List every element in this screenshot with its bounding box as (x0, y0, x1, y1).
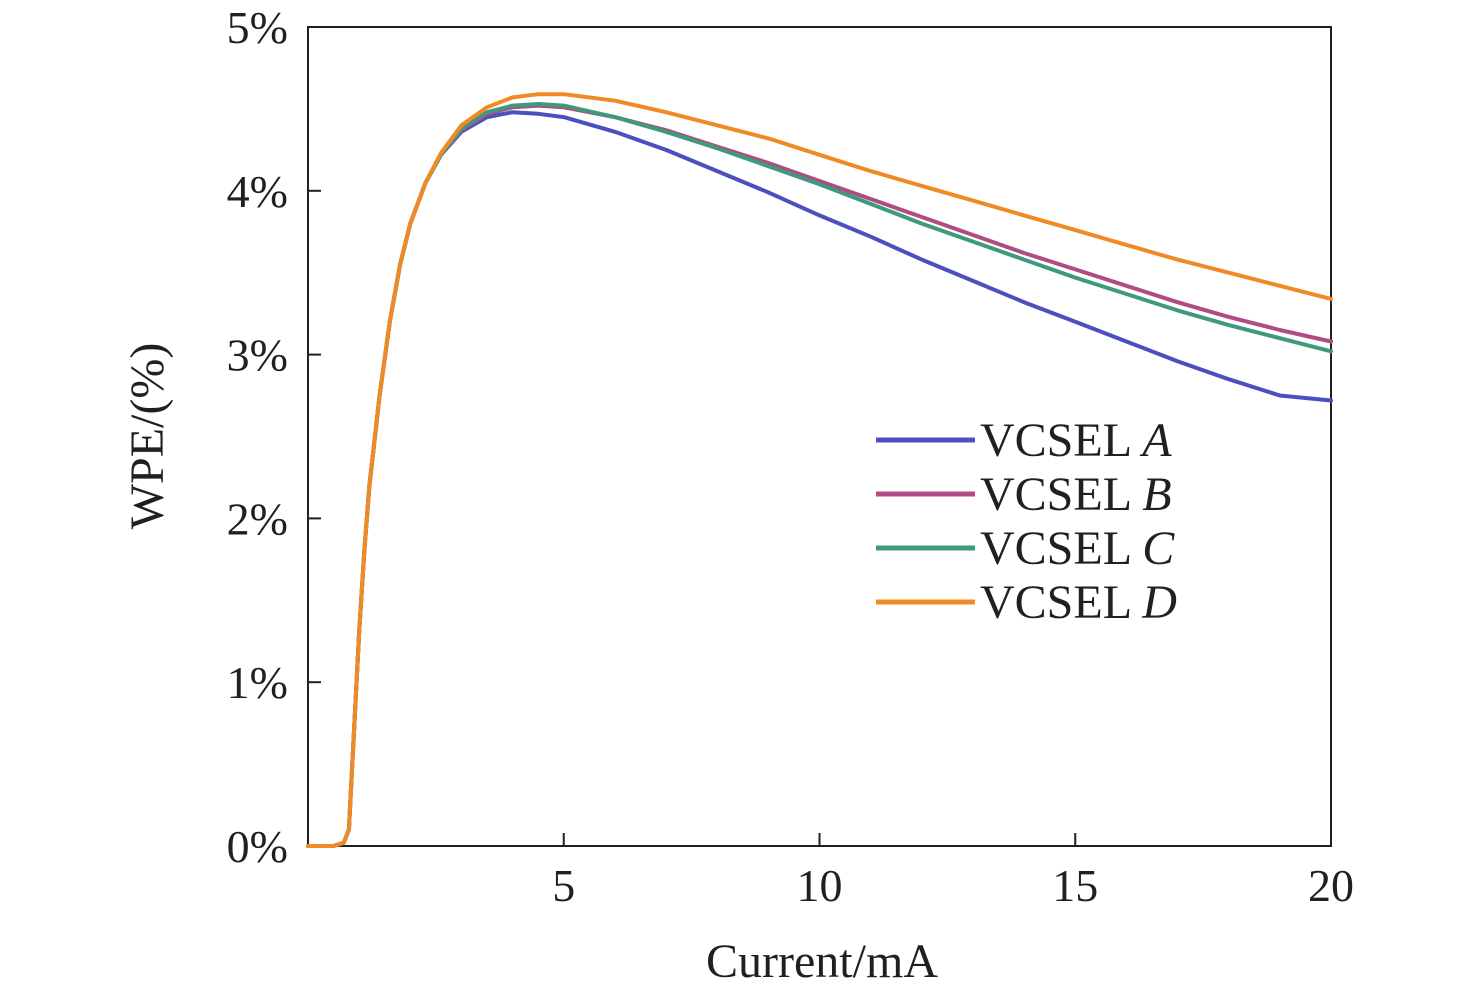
y-tick-label: 5% (227, 2, 288, 53)
legend-label-prefix: VCSEL (980, 522, 1142, 575)
legend-label-letter: B (1142, 468, 1171, 521)
x-tick-label: 10 (797, 860, 843, 911)
legend-label-a: VCSEL A (980, 414, 1172, 467)
axis-ticks (308, 26, 1332, 847)
series-lines (306, 92, 1333, 848)
x-tick-label: 5 (552, 860, 575, 911)
x-tick-label: 15 (1052, 860, 1098, 911)
legend-label-c: VCSEL C (980, 522, 1175, 575)
legend-label-letter: A (1139, 414, 1172, 467)
legend-label-letter: C (1142, 522, 1175, 575)
series-line-d (306, 92, 1333, 848)
legend-label-b: VCSEL B (980, 468, 1172, 521)
plot-frame (307, 26, 1332, 847)
y-axis-title: WPE/(%) (121, 343, 174, 530)
y-tick-label: 1% (227, 657, 288, 708)
series-line-a (306, 110, 1333, 848)
x-tick-label: 20 (1308, 860, 1354, 911)
y-tick-label: 2% (227, 493, 288, 544)
legend-label-prefix: VCSEL (980, 576, 1142, 629)
legend-label-letter: D (1141, 576, 1177, 629)
legend-label-d: VCSEL D (980, 576, 1177, 629)
y-tick-label: 0% (227, 821, 288, 872)
legend-label-prefix: VCSEL (980, 414, 1142, 467)
legend-label-prefix: VCSEL (980, 468, 1142, 521)
tick-labels: 5 10 15 20 0% 1% 2% 3% 4% 5% (227, 2, 1354, 911)
x-axis-title: Current/mA (706, 935, 938, 988)
y-tick-label: 3% (227, 330, 288, 381)
y-tick-label: 4% (227, 166, 288, 217)
